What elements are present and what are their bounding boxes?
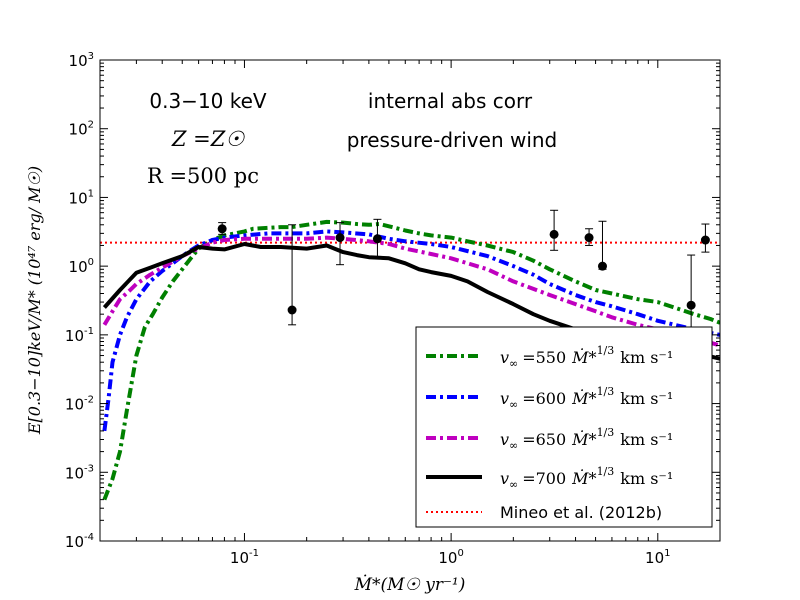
x-axis-label: Ṁ*(M☉ yr⁻¹)	[354, 574, 466, 595]
annotation-correction: internal abs corr	[368, 89, 533, 113]
x-tick-label: 101	[645, 548, 670, 567]
data-point-7	[686, 300, 696, 310]
annotation-energy-band: 0.3−10 keV	[149, 89, 267, 113]
data-point-5	[584, 233, 594, 243]
legend-entry-650: v∞ =650 Ṁ*1/3 km s⁻¹	[500, 426, 673, 452]
y-axis-label: E[0.3−10]keV/M* (10⁴⁷ erg/ M☉)	[25, 166, 44, 435]
legend-entry-550: v∞ =550 Ṁ*1/3 km s⁻¹	[500, 344, 673, 370]
x-tick-label: 10-1	[230, 548, 259, 567]
annotation-wind-model: pressure-driven wind	[347, 128, 558, 152]
legend-entry-700: v∞ =700 Ṁ*1/3 km s⁻¹	[500, 465, 673, 491]
y-tick-label: 10-4	[65, 532, 94, 551]
legend: v∞ =550 Ṁ*1/3 km s⁻¹ v∞ =600 Ṁ*1/3 km s⁻¹ v∞ =6…	[415, 326, 713, 528]
y-tick-label: 10-1	[65, 326, 94, 345]
y-tick-label: 102	[69, 120, 94, 139]
data-point-6	[597, 261, 607, 271]
x-axis-ticks: 10-1 100 101	[99, 60, 721, 567]
data-point-4	[549, 229, 559, 239]
axes-frame	[99, 59, 721, 542]
annotation-radius: R =500 pc	[147, 164, 259, 188]
x-tick-label: 100	[438, 548, 463, 567]
y-tick-label: 10-3	[65, 463, 94, 482]
annotation-metallicity: Z =Z☉	[171, 127, 245, 151]
series-line-650	[102, 235, 720, 348]
y-tick-label: 100	[69, 257, 94, 276]
data-point-3	[372, 234, 382, 244]
data-point-0	[217, 224, 227, 234]
y-tick-label: 10-2	[65, 395, 94, 414]
series-line-600	[102, 229, 720, 432]
legend-entry-600: v∞ =600 Ṁ*1/3 km s⁻¹	[500, 385, 673, 411]
observations-group	[217, 209, 710, 336]
y-tick-label: 103	[69, 51, 94, 70]
y-axis-ticks: 10-4 10-3 10-2 10-1 100 101 102 103	[65, 51, 720, 551]
data-point-1	[287, 305, 297, 315]
data-point-2	[335, 233, 345, 243]
legend-box	[415, 326, 713, 528]
legend-entry-mineo: Mineo et al. (2012b)	[500, 503, 662, 522]
data-point-8	[700, 235, 710, 245]
y-tick-label: 101	[69, 188, 94, 207]
